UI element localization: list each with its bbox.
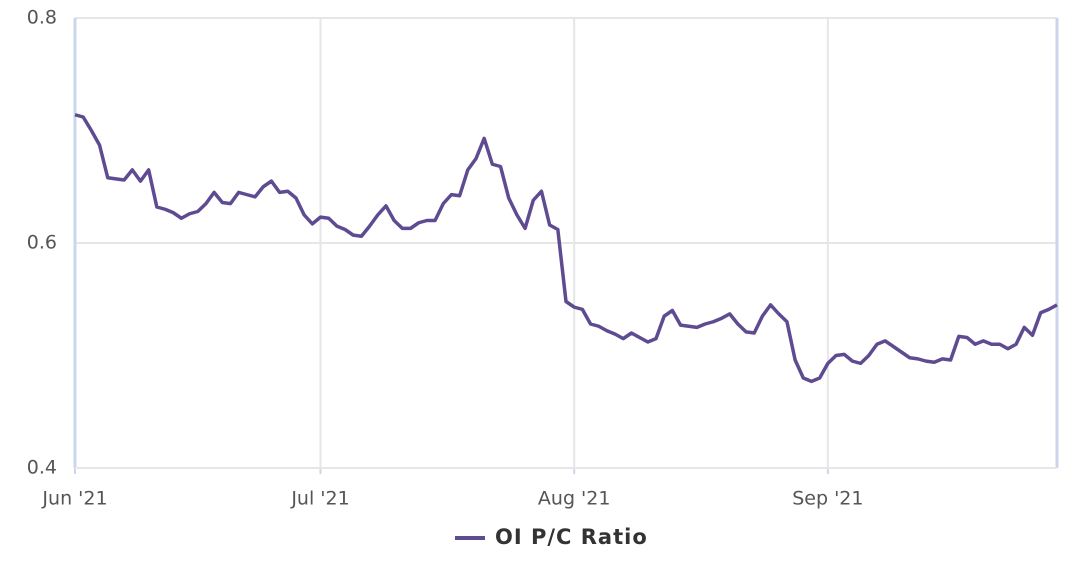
- legend-label: OI P/C Ratio: [495, 525, 648, 549]
- x-tick-label: Jul '21: [290, 488, 349, 510]
- x-tick-label: Jun '21: [41, 488, 107, 510]
- x-tick-label: Aug '21: [538, 488, 611, 510]
- y-tick-label: 0.8: [27, 7, 57, 29]
- data-line: [74, 113, 1058, 384]
- x-tick-label: Sep '21: [792, 488, 863, 510]
- y-tick-label: 0.4: [27, 457, 57, 479]
- y-tick-label: 0.6: [27, 232, 57, 254]
